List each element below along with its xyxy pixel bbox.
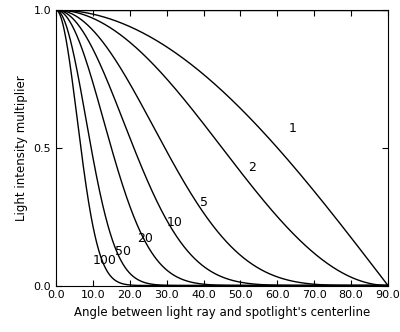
Text: 100: 100 (93, 254, 117, 267)
Text: 2: 2 (248, 161, 256, 174)
X-axis label: Angle between light ray and spotlight's centerline: Angle between light ray and spotlight's … (74, 306, 370, 319)
Text: 10: 10 (167, 216, 182, 229)
Text: 20: 20 (137, 232, 153, 245)
Text: 50: 50 (115, 245, 131, 258)
Text: 5: 5 (200, 196, 208, 209)
Y-axis label: Light intensity multiplier: Light intensity multiplier (15, 75, 28, 221)
Text: 0: 0 (0, 331, 1, 332)
Text: 1: 1 (288, 122, 296, 135)
